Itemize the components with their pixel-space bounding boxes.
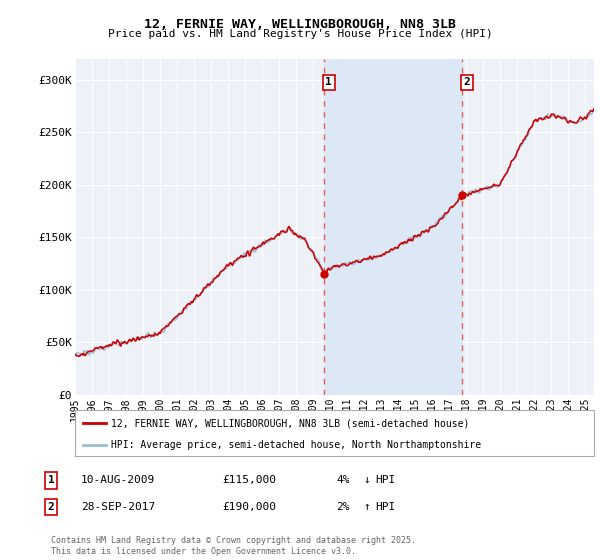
Text: 1: 1	[325, 77, 332, 87]
Text: 2: 2	[47, 502, 55, 512]
Text: ↓: ↓	[363, 475, 370, 486]
Text: HPI: HPI	[375, 502, 395, 512]
Text: 12, FERNIE WAY, WELLINGBOROUGH, NN8 3LB: 12, FERNIE WAY, WELLINGBOROUGH, NN8 3LB	[144, 18, 456, 31]
Text: 1: 1	[47, 475, 55, 486]
Text: Contains HM Land Registry data © Crown copyright and database right 2025.
This d: Contains HM Land Registry data © Crown c…	[51, 536, 416, 556]
Text: HPI: HPI	[375, 475, 395, 486]
Text: 4%: 4%	[336, 475, 350, 486]
Text: ↑: ↑	[363, 502, 370, 512]
Bar	[323, 59, 462, 395]
Text: 28-SEP-2017: 28-SEP-2017	[81, 502, 155, 512]
Text: 2%: 2%	[336, 502, 350, 512]
Text: 12, FERNIE WAY, WELLINGBOROUGH, NN8 3LB (semi-detached house): 12, FERNIE WAY, WELLINGBOROUGH, NN8 3LB …	[112, 418, 470, 428]
Text: £115,000: £115,000	[222, 475, 276, 486]
Text: £190,000: £190,000	[222, 502, 276, 512]
Text: 2: 2	[464, 77, 470, 87]
Text: Price paid vs. HM Land Registry's House Price Index (HPI): Price paid vs. HM Land Registry's House …	[107, 29, 493, 39]
Text: 10-AUG-2009: 10-AUG-2009	[81, 475, 155, 486]
Text: HPI: Average price, semi-detached house, North Northamptonshire: HPI: Average price, semi-detached house,…	[112, 440, 481, 450]
